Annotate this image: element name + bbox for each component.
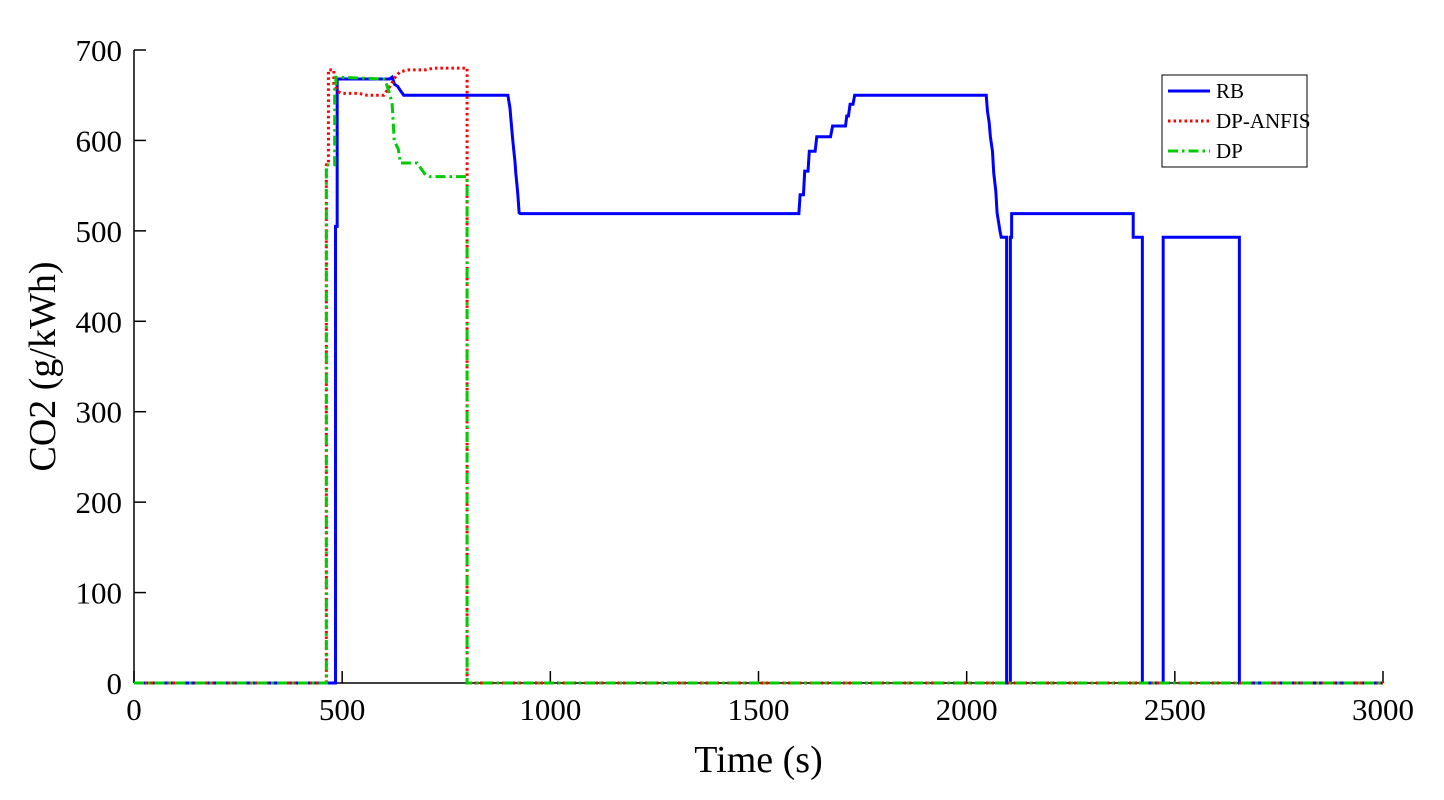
legend-label: DP-ANFIS: [1216, 109, 1311, 133]
y-tick-label: 500: [76, 214, 123, 249]
x-tick-label: 0: [126, 692, 142, 727]
y-tick-label: 300: [76, 395, 123, 430]
series-line-rb: [134, 74, 1383, 685]
x-tick-label: 1000: [519, 692, 581, 727]
series-line-dp-anfis: [134, 66, 1383, 685]
x-axis-title: Time (s): [694, 739, 822, 781]
y-tick-label: 200: [76, 485, 123, 520]
y-axis-title: CO2 (g/kWh): [22, 261, 64, 471]
y-tick-label: 600: [76, 123, 123, 158]
y-tick-label: 700: [76, 33, 123, 68]
x-tick-label: 500: [319, 692, 366, 727]
y-tick-label: 0: [107, 666, 123, 701]
plot-series: [134, 66, 1383, 685]
legend: RB DP-ANFIS DP: [1161, 74, 1311, 168]
x-tick-label: 2000: [936, 692, 998, 727]
axes: 0 100 200 300 400 500 600 700 0 500 1000 1500 2000 25…: [22, 33, 1414, 781]
x-tick-label: 1500: [728, 692, 790, 727]
legend-label: RB: [1216, 79, 1244, 103]
x-tick-label: 2500: [1144, 692, 1206, 727]
y-tick-label: 400: [76, 304, 123, 339]
y-tick-label: 100: [76, 576, 123, 611]
series-line-dp: [134, 75, 1383, 685]
x-tick-label: 3000: [1352, 692, 1414, 727]
legend-label: DP: [1216, 139, 1243, 163]
